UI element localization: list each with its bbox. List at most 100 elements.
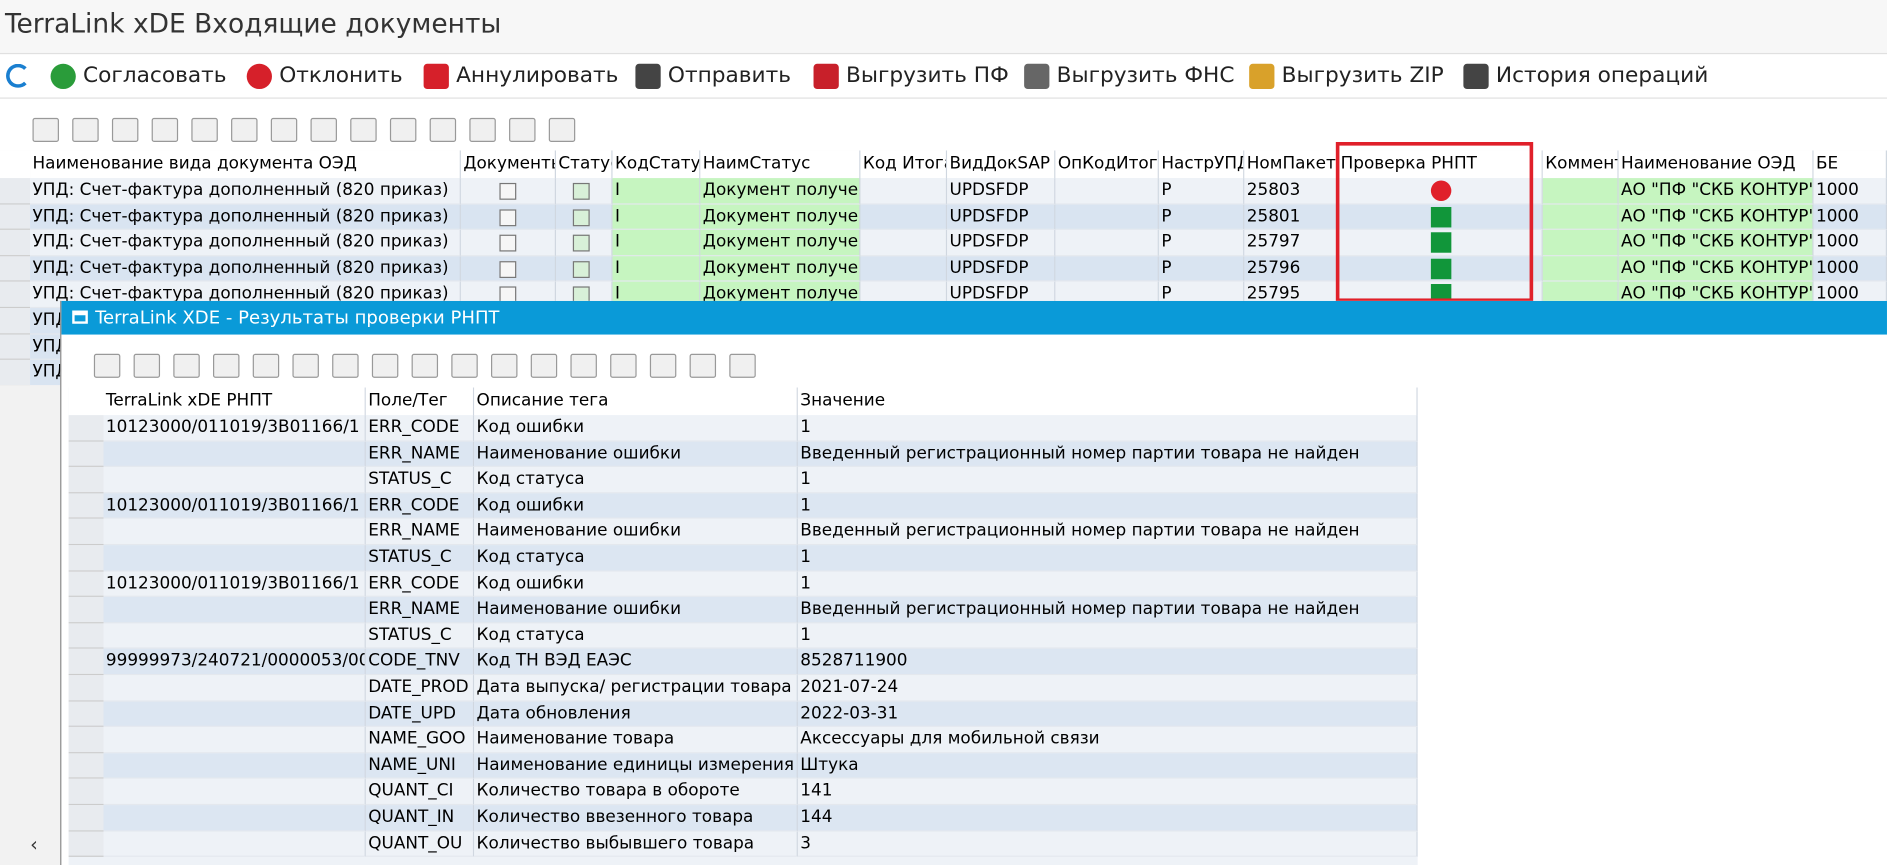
alv-button[interactable] xyxy=(570,354,596,378)
column-header[interactable]: БЕ xyxy=(1814,150,1887,178)
row-selector[interactable] xyxy=(69,441,104,467)
column-header[interactable]: ОпКодИтога xyxy=(1055,150,1158,178)
column-header[interactable]: Документы xyxy=(461,150,556,178)
alv-button[interactable] xyxy=(253,354,279,378)
toolbar-button[interactable]: Отклонить xyxy=(279,63,402,88)
row-selector[interactable] xyxy=(69,753,104,779)
row-selector[interactable] xyxy=(0,204,30,230)
row-selector[interactable] xyxy=(0,360,30,386)
alv-button[interactable] xyxy=(412,354,438,378)
alv-button[interactable] xyxy=(350,118,376,142)
row-selector[interactable] xyxy=(69,831,104,857)
toolbar-button[interactable]: Согласовать xyxy=(83,63,226,88)
toolbar-button[interactable]: Выгрузить ПФ xyxy=(846,63,1009,88)
alv-button[interactable] xyxy=(469,118,495,142)
alv-button[interactable] xyxy=(271,118,297,142)
alv-button[interactable] xyxy=(372,354,398,378)
column-header[interactable]: ВидДокSAP xyxy=(947,150,1055,178)
column-header[interactable]: Код Итога xyxy=(860,150,947,178)
cell xyxy=(860,178,947,204)
row-selector[interactable] xyxy=(0,256,30,282)
column-header[interactable]: Наименование ОЭД xyxy=(1619,150,1814,178)
select-all[interactable] xyxy=(69,388,104,416)
toolbar-button[interactable]: Аннулировать xyxy=(456,63,618,88)
alv-button[interactable] xyxy=(332,354,358,378)
alv-button[interactable] xyxy=(173,354,199,378)
toolbar-button[interactable]: Выгрузить ФНС xyxy=(1057,63,1235,88)
column-header[interactable]: Наименование вида документа ОЭД xyxy=(30,150,461,178)
toolbar-button[interactable]: Выгрузить ZIP xyxy=(1282,63,1444,88)
alv-button[interactable] xyxy=(191,118,217,142)
alv-button[interactable] xyxy=(32,118,58,142)
alv-button[interactable] xyxy=(690,354,716,378)
alv-button[interactable] xyxy=(549,118,575,142)
alv-button[interactable] xyxy=(310,118,336,142)
row-selector[interactable] xyxy=(0,230,30,256)
cell: Наименование товара xyxy=(474,727,798,753)
row-selector[interactable] xyxy=(69,727,104,753)
scroll-left[interactable]: ‹ xyxy=(30,833,38,856)
toolbar-button[interactable]: История операций xyxy=(1496,63,1708,88)
alv-button[interactable] xyxy=(610,354,636,378)
alv-button[interactable] xyxy=(231,118,257,142)
row-selector[interactable] xyxy=(69,805,104,831)
column-header[interactable]: Значение xyxy=(798,388,1418,416)
alv-button[interactable] xyxy=(451,354,477,378)
cell: 99999973/240721/0000053/00 xyxy=(103,649,365,675)
attachment-icon[interactable] xyxy=(499,261,516,278)
cell: Документ получен xyxy=(700,178,860,204)
column-header[interactable]: Коммент xyxy=(1543,150,1619,178)
column-header[interactable]: НомПакета xyxy=(1244,150,1338,178)
row-selector[interactable] xyxy=(69,649,104,675)
cell: 1 xyxy=(798,571,1418,597)
row-selector[interactable] xyxy=(0,178,30,204)
column-header[interactable]: Описание тега xyxy=(474,388,798,416)
alv-button[interactable] xyxy=(213,354,239,378)
status-icon[interactable] xyxy=(573,209,590,226)
row-selector[interactable] xyxy=(69,571,104,597)
alv-button[interactable] xyxy=(729,354,755,378)
select-all[interactable] xyxy=(0,150,30,178)
toolbar-button[interactable]: Отправить xyxy=(668,63,791,88)
row-selector[interactable] xyxy=(69,415,104,441)
cell: УПД: Счет-фактура дополненный (820 прика… xyxy=(30,178,461,204)
row-selector[interactable] xyxy=(69,701,104,727)
refresh-button[interactable] xyxy=(6,64,30,88)
row-selector[interactable] xyxy=(69,779,104,805)
column-header[interactable]: КодСтатус xyxy=(613,150,701,178)
alv-button[interactable] xyxy=(94,354,120,378)
alv-button[interactable] xyxy=(531,354,557,378)
column-header[interactable]: TerraLink xDE РНПТ xyxy=(103,388,365,416)
cell: Наименование единицы измерения xyxy=(474,753,798,779)
alv-button[interactable] xyxy=(292,354,318,378)
status-icon[interactable] xyxy=(573,261,590,278)
row-selector[interactable] xyxy=(69,623,104,649)
row-selector[interactable] xyxy=(69,675,104,701)
alv-button[interactable] xyxy=(152,118,178,142)
status-icon[interactable] xyxy=(573,183,590,200)
status-icon[interactable] xyxy=(573,235,590,252)
alv-button[interactable] xyxy=(491,354,517,378)
row-selector[interactable] xyxy=(0,334,30,360)
row-selector[interactable] xyxy=(0,308,30,334)
alv-button[interactable] xyxy=(134,354,160,378)
alv-button[interactable] xyxy=(112,118,138,142)
row-selector[interactable] xyxy=(69,467,104,493)
alv-button[interactable] xyxy=(390,118,416,142)
row-selector[interactable] xyxy=(69,545,104,571)
row-selector[interactable] xyxy=(69,493,104,519)
alv-button[interactable] xyxy=(509,118,535,142)
row-selector[interactable] xyxy=(69,597,104,623)
attachment-icon[interactable] xyxy=(499,235,516,252)
attachment-icon[interactable] xyxy=(499,183,516,200)
row-selector[interactable] xyxy=(69,519,104,545)
column-header[interactable]: Поле/Тег xyxy=(366,388,474,416)
column-header[interactable]: НастрУПД xyxy=(1159,150,1244,178)
alv-button[interactable] xyxy=(72,118,98,142)
column-header[interactable]: НаимСтатус xyxy=(700,150,860,178)
attachment-icon[interactable] xyxy=(499,209,516,226)
alv-button[interactable] xyxy=(650,354,676,378)
column-header[interactable]: Статус xyxy=(556,150,613,178)
row-selector[interactable] xyxy=(0,282,30,308)
alv-button[interactable] xyxy=(430,118,456,142)
